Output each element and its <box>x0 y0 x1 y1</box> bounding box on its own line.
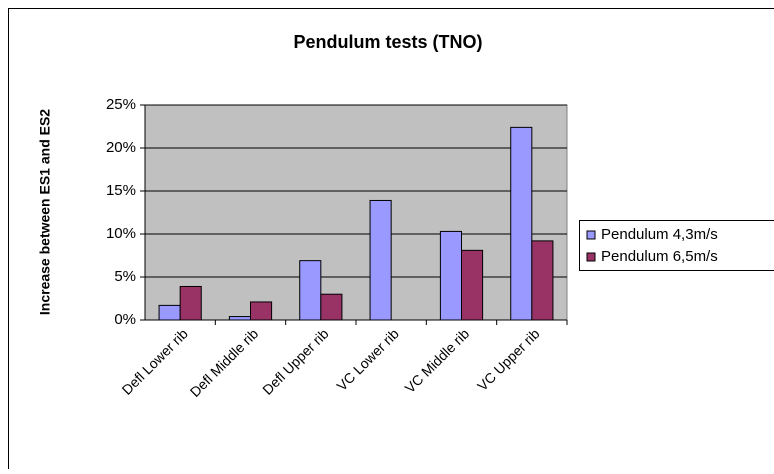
y-axis-title: Increase between ES1 and ES2 <box>37 109 53 315</box>
chart-title: Pendulum tests (TNO) <box>293 32 482 52</box>
bar <box>370 200 391 320</box>
legend-swatch <box>587 231 595 239</box>
bar <box>229 317 250 320</box>
bar <box>321 294 342 320</box>
bar <box>300 261 321 320</box>
bar <box>532 241 553 320</box>
y-tick-label: 15% <box>106 182 136 199</box>
y-tick-label: 0% <box>114 311 136 328</box>
bar <box>159 305 180 320</box>
bar <box>251 302 272 320</box>
y-tick-label: 20% <box>106 139 136 156</box>
legend-label: Pendulum 4,3m/s <box>601 226 718 243</box>
bar <box>462 250 483 320</box>
y-tick-label: 25% <box>106 96 136 113</box>
bar <box>180 286 201 320</box>
legend-label: Pendulum 6,5m/s <box>601 248 718 265</box>
y-tick-label: 10% <box>106 225 136 242</box>
bar <box>511 127 532 320</box>
y-tick-label: 5% <box>114 268 136 285</box>
bar <box>440 231 461 320</box>
plot-area <box>145 105 567 320</box>
legend-swatch <box>587 253 595 261</box>
